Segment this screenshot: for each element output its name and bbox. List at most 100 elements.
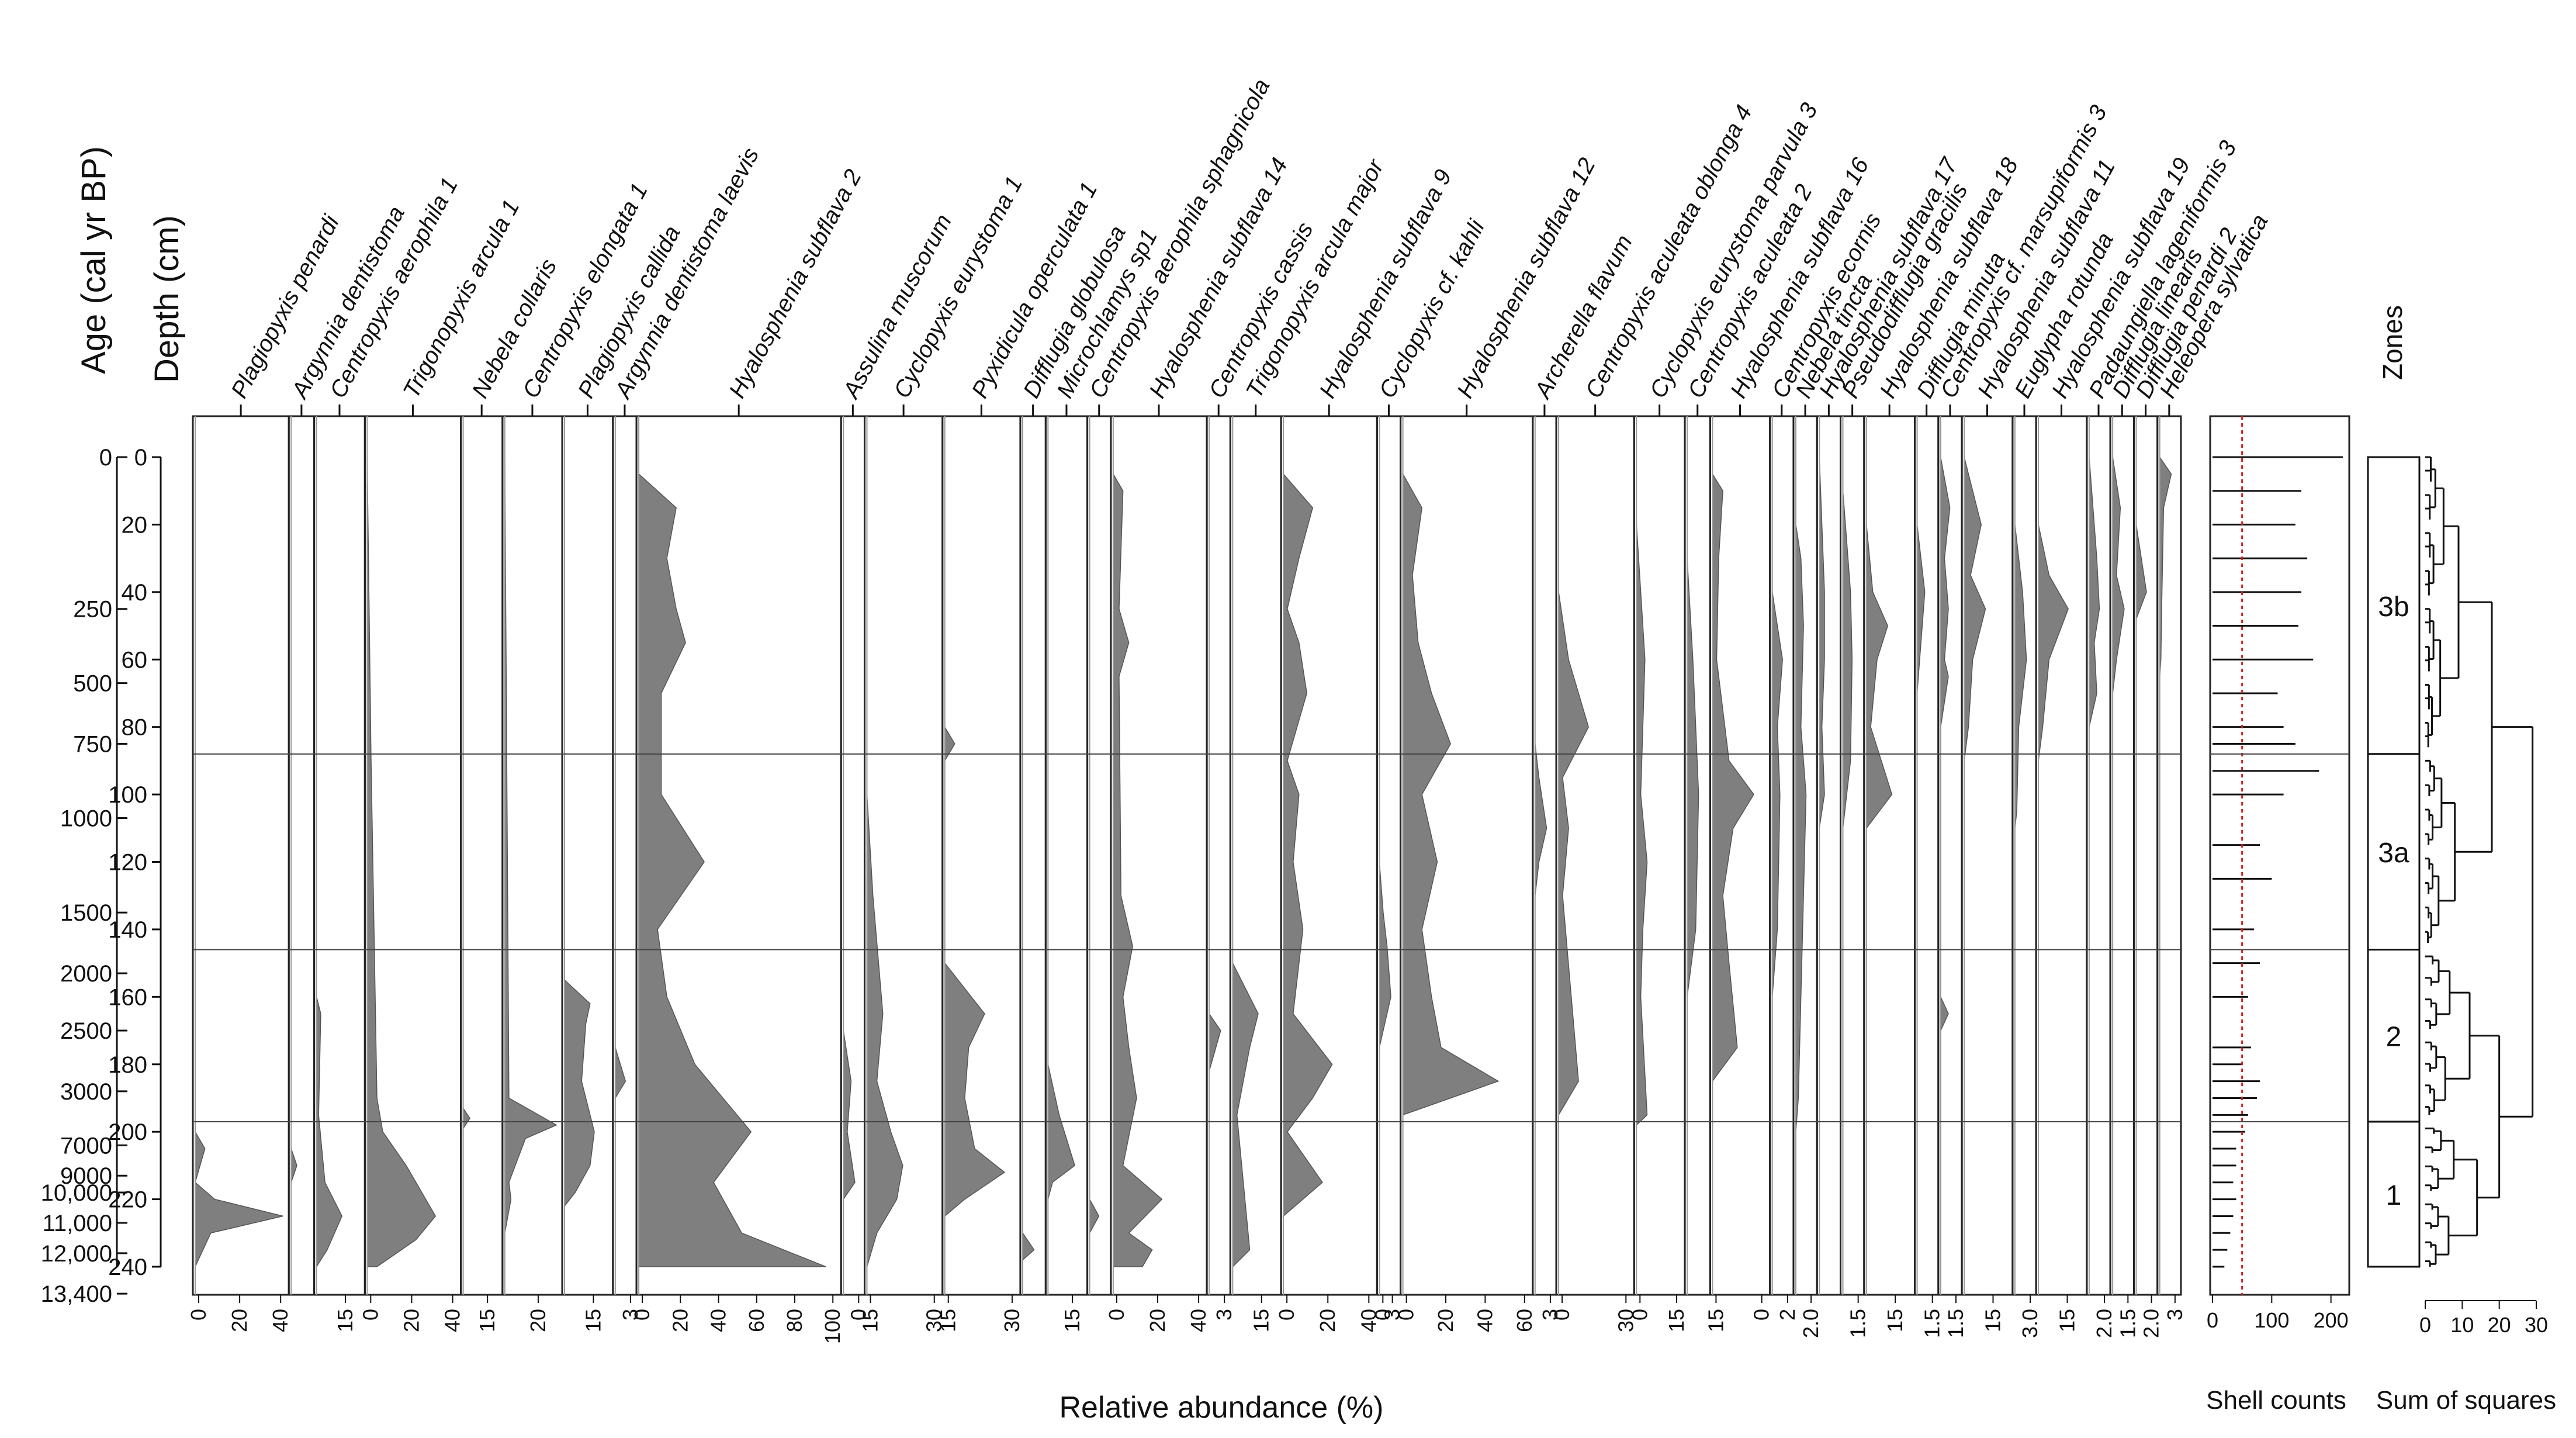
taxon-panel xyxy=(1863,415,1916,1296)
taxon-label: Hyalosphenia subflava 2 xyxy=(724,165,866,402)
value-tick-label: 15 xyxy=(475,1309,499,1332)
shell-counts-title: Shell counts xyxy=(2206,1386,2346,1415)
depth-tick-label: 220 xyxy=(108,1187,147,1213)
value-tick-label: 0 xyxy=(186,1309,210,1321)
taxon-area xyxy=(614,1047,626,1099)
value-tick-label: 15 xyxy=(1249,1309,1273,1332)
value-tick-label: 40 xyxy=(268,1309,292,1332)
value-tick-label: 40 xyxy=(707,1309,730,1332)
value-tick-label: 2.0 xyxy=(1799,1309,1823,1338)
taxon-area xyxy=(1379,861,1391,1048)
value-tick-label: 20 xyxy=(1145,1309,1169,1332)
taxon-area xyxy=(1916,524,1926,694)
taxon-area xyxy=(1940,457,1951,1031)
taxon-area xyxy=(1711,473,1754,1082)
value-tick-label: 1.5 xyxy=(1920,1309,1944,1338)
shell-count-tick-label: 200 xyxy=(2314,1308,2349,1332)
taxon-area xyxy=(1795,524,1807,1132)
dendrogram-title: Sum of squares xyxy=(2376,1386,2556,1415)
value-tick-label: 0 xyxy=(1275,1309,1299,1321)
taxon-panel xyxy=(1555,415,1635,1296)
taxon-area xyxy=(1089,1198,1100,1234)
value-tick-label: 40 xyxy=(441,1309,465,1332)
taxon-panel xyxy=(612,415,638,1296)
value-tick-label: 40 xyxy=(1473,1309,1497,1332)
taxon-panel xyxy=(1019,415,1047,1296)
zone-label: 1 xyxy=(2386,1180,2402,1211)
taxon-area xyxy=(842,1030,856,1200)
dendrogram-tick-label: 0 xyxy=(2419,1313,2431,1337)
depth-tick-label: 40 xyxy=(122,580,148,606)
taxon-label: Hyalosphenia subflava 12 xyxy=(1452,154,1601,402)
depth-tick-label: 200 xyxy=(108,1119,147,1145)
depth-tick-label: 0 xyxy=(134,445,147,471)
zone-label: 2 xyxy=(2386,1022,2402,1053)
taxon-panel xyxy=(1086,415,1112,1296)
age-tick-label: 2000 xyxy=(60,961,112,987)
depth-tick-label: 60 xyxy=(122,647,148,673)
taxon-panel xyxy=(192,415,290,1296)
value-tick-label: 15 xyxy=(936,1309,960,1332)
value-tick-label: 0 xyxy=(358,1309,382,1321)
age-tick-label: 3000 xyxy=(60,1079,112,1105)
value-tick-label: 0 xyxy=(630,1309,654,1321)
taxon-area xyxy=(1771,592,1783,998)
dendrogram-tick-label: 30 xyxy=(2525,1313,2548,1337)
value-tick-label: 15 xyxy=(1981,1309,2004,1332)
taxon-area xyxy=(462,1108,470,1129)
value-tick-label: 3.0 xyxy=(2018,1309,2042,1338)
age-tick-label: 12,000 xyxy=(41,1241,112,1267)
age-tick-label: 7000 xyxy=(60,1133,112,1159)
taxon-area xyxy=(2159,457,2172,677)
value-tick-label: 40 xyxy=(1186,1309,1210,1332)
value-tick-label: 15 xyxy=(1060,1309,1084,1332)
shell-counts-panel xyxy=(2209,415,2350,1296)
taxon-area xyxy=(1636,524,1648,1126)
age-tick-label: 9000 xyxy=(60,1163,112,1189)
taxon-area xyxy=(1047,1064,1075,1200)
value-tick-label: 15 xyxy=(2055,1309,2079,1332)
value-tick-label: 15 xyxy=(1664,1309,1688,1332)
value-tick-label: 2.0 xyxy=(2092,1309,2116,1338)
taxon-area xyxy=(2014,524,2027,829)
age-tick-label: 1000 xyxy=(60,806,112,831)
x-axis-title: Relative abundance (%) xyxy=(1060,1391,1384,1425)
age-tick-label: 250 xyxy=(73,597,112,623)
age-tick-label: 750 xyxy=(73,732,112,758)
value-tick-label: 0 xyxy=(1394,1309,1418,1321)
depth-tick-label: 180 xyxy=(108,1052,147,1078)
value-tick-label: 20 xyxy=(399,1309,423,1332)
taxon-area xyxy=(1113,473,1163,1267)
age-tick-label: 2500 xyxy=(60,1018,112,1044)
value-tick-label: 0 xyxy=(1750,1309,1774,1321)
taxon-area xyxy=(1558,457,1590,1116)
age-tick-label: 1500 xyxy=(60,900,112,926)
taxon-area xyxy=(1964,457,1986,762)
taxon-panel xyxy=(460,415,504,1296)
dendrogram-tick-label: 20 xyxy=(2488,1313,2511,1337)
value-tick-label: 20 xyxy=(1434,1309,1457,1332)
age-tick-label: 0 xyxy=(99,445,112,471)
taxon-area xyxy=(1402,473,1500,1116)
taxon-area xyxy=(2089,457,2100,728)
age-axis-title: Age (cal yr BP) xyxy=(75,146,113,374)
taxon-area xyxy=(1866,524,1893,829)
depth-axis-title: Depth (cm) xyxy=(148,215,186,383)
value-tick-label: 0 xyxy=(1105,1309,1128,1321)
value-tick-label: 20 xyxy=(227,1309,251,1332)
shell-count-tick-label: 100 xyxy=(2254,1308,2289,1332)
value-tick-label: 0 xyxy=(846,1309,870,1321)
taxon-area xyxy=(2038,524,2069,762)
taxon-area xyxy=(564,979,595,1207)
value-tick-label: 80 xyxy=(783,1309,806,1332)
value-tick-label: 0 xyxy=(1550,1309,1574,1321)
value-tick-label: 40 xyxy=(1356,1309,1380,1332)
depth-tick-label: 100 xyxy=(108,782,147,808)
taxon-area xyxy=(504,457,558,1234)
value-tick-label: 15 xyxy=(858,1309,882,1332)
taxon-area xyxy=(1535,743,1547,896)
value-tick-label: 20 xyxy=(668,1309,692,1332)
zone-box xyxy=(2367,1121,2421,1268)
